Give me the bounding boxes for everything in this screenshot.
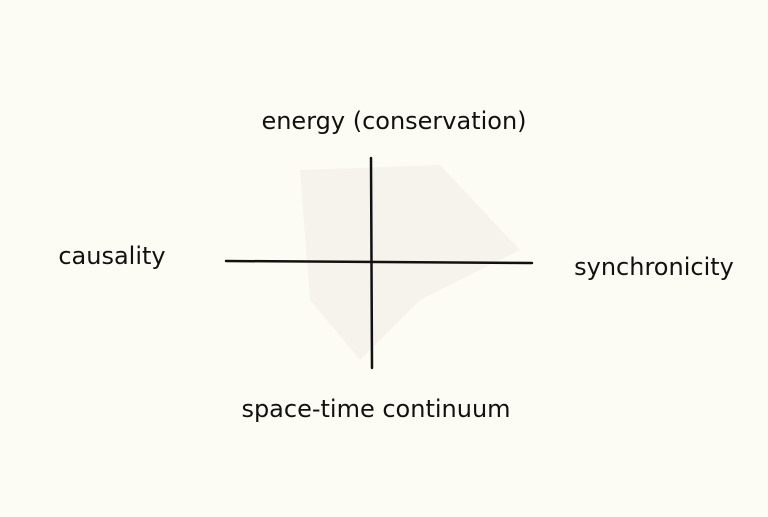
horizontal-axis [224, 259, 534, 265]
bottom-label: space-time continuum [241, 395, 510, 423]
vertical-axis [369, 156, 374, 370]
left-label: causality [58, 242, 165, 270]
right-label: synchronicity [574, 253, 734, 281]
top-label: energy (conservation) [261, 107, 526, 135]
